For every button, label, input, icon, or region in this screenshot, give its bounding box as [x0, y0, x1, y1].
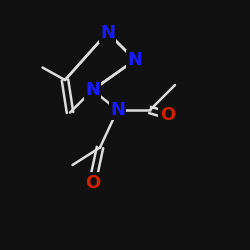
- Text: N: N: [128, 51, 142, 69]
- Text: N: N: [110, 101, 125, 119]
- Text: N: N: [85, 81, 100, 99]
- Text: O: O: [85, 174, 100, 192]
- Text: O: O: [160, 106, 175, 124]
- Text: N: N: [100, 24, 115, 42]
